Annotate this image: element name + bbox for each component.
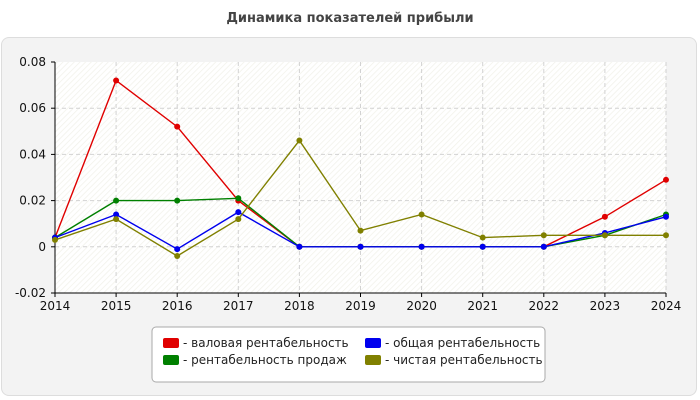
legend-item: - рентабельность продаж: [163, 353, 347, 367]
data-point: [601, 232, 608, 239]
data-point: [174, 197, 181, 204]
x-tick-label: 2023: [590, 299, 621, 313]
legend: - валовая рентабельность - рентабельность…: [151, 326, 546, 383]
data-point: [113, 197, 120, 204]
y-tick-label: 0.06: [19, 101, 46, 115]
x-tick-label: 2021: [467, 299, 498, 313]
legend-label: - чистая рентабельность: [385, 353, 543, 367]
x-tick-label: 2018: [284, 299, 315, 313]
legend-swatch: [163, 338, 179, 348]
data-point: [235, 216, 242, 223]
legend-swatch: [365, 338, 381, 348]
legend-item: - общая рентабельность: [365, 336, 540, 350]
data-point: [663, 176, 669, 183]
y-tick-label: 0.02: [19, 194, 46, 208]
data-point: [113, 77, 120, 84]
legend-label: - рентабельность продаж: [183, 353, 347, 367]
data-point: [113, 211, 120, 218]
data-point: [479, 243, 486, 250]
data-point: [357, 227, 364, 234]
data-point: [540, 243, 547, 250]
x-tick-label: 2020: [406, 299, 437, 313]
x-tick-label: 2024: [651, 299, 682, 313]
data-point: [418, 211, 425, 218]
y-tick-label: 0: [38, 240, 46, 254]
data-point: [663, 232, 669, 239]
y-tick-label: 0.04: [19, 147, 46, 161]
y-tick-label: 0.08: [19, 55, 46, 69]
legend-item: - чистая рентабельность: [365, 353, 543, 367]
chart-title: Динамика показателей прибыли: [226, 11, 474, 26]
data-point: [357, 243, 364, 250]
legend-item: - валовая рентабельность: [163, 336, 349, 350]
grid-lines: [55, 62, 667, 293]
data-point: [418, 243, 425, 250]
data-point: [235, 209, 242, 216]
x-tick-label: 2016: [162, 299, 193, 313]
x-tick-label: 2017: [223, 299, 254, 313]
legend-label: - общая рентабельность: [385, 336, 540, 350]
x-tick-label: 2015: [101, 299, 132, 313]
series-4: [52, 137, 669, 260]
data-point: [235, 195, 242, 202]
data-point: [174, 123, 181, 130]
data-point: [663, 213, 669, 220]
data-point: [174, 246, 181, 253]
data-point: [601, 213, 608, 220]
series-3: [52, 209, 669, 253]
legend-swatch: [163, 355, 179, 365]
y-tick-label: -0.02: [15, 286, 46, 300]
x-tick-label: 2022: [529, 299, 560, 313]
data-point: [113, 216, 120, 223]
x-tick-label: 2019: [345, 299, 376, 313]
data-point: [174, 253, 181, 260]
data-point: [540, 232, 547, 239]
data-point: [479, 234, 486, 241]
legend-label: - валовая рентабельность: [183, 336, 349, 350]
data-point: [296, 137, 303, 144]
data-point: [52, 236, 58, 243]
legend-box: [151, 326, 546, 383]
data-point: [296, 243, 303, 250]
x-tick-label: 2014: [40, 299, 71, 313]
legend-swatch: [365, 355, 381, 365]
